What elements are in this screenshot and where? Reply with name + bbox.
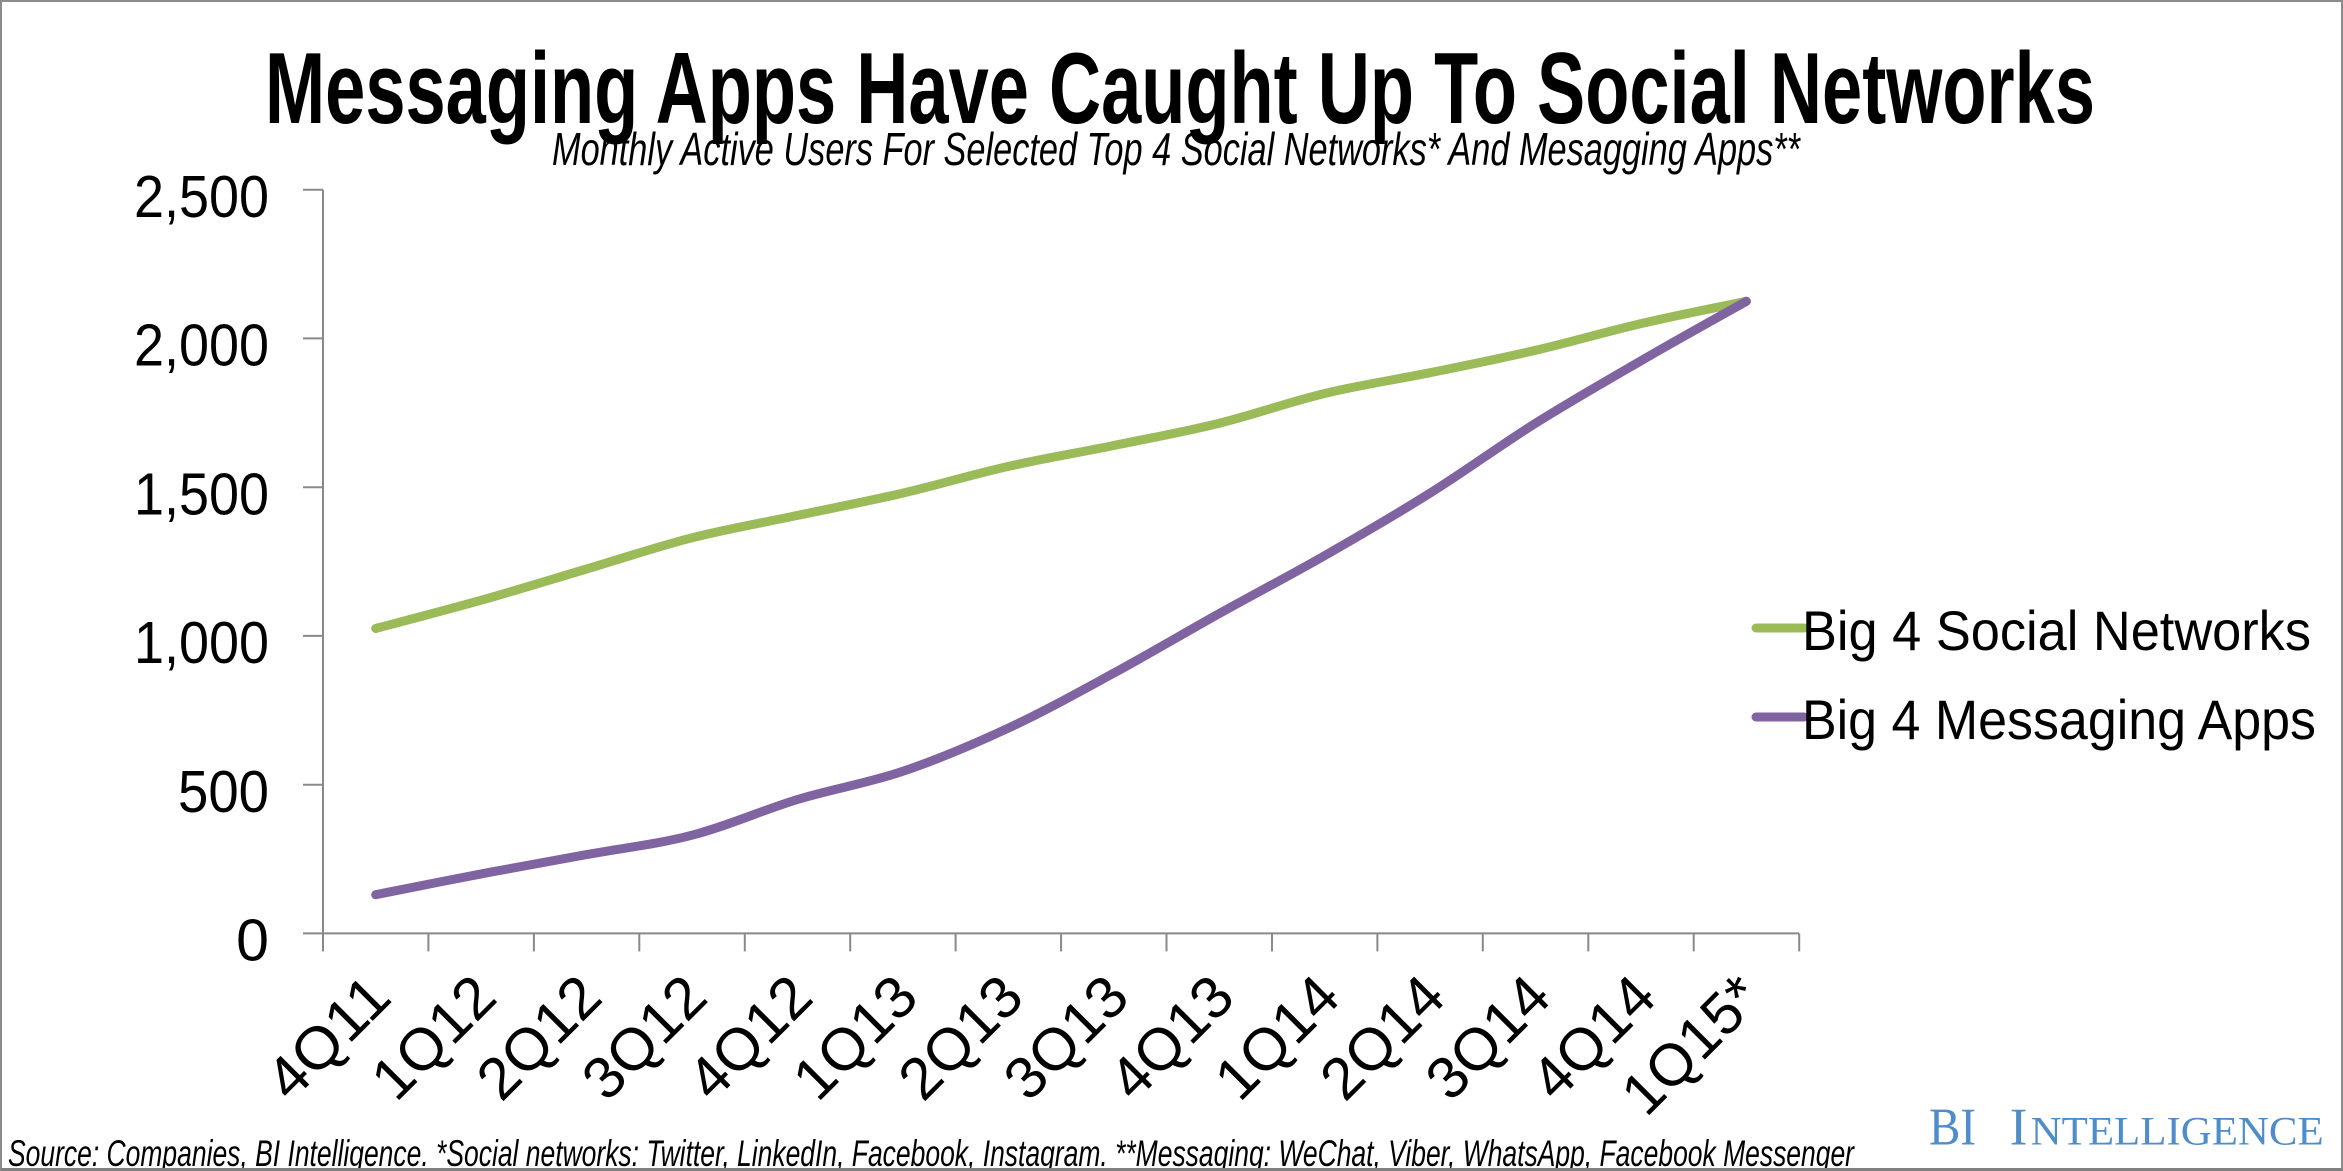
svg-text:Monthly Active Users For Selec: Monthly Active Users For Selected Top 4 … [552, 123, 1801, 175]
svg-text:I: I [2010, 1099, 2028, 1157]
svg-text:2Q13: 2Q13 [886, 963, 1036, 1113]
svg-text:1,500: 1,500 [134, 461, 269, 527]
svg-text:Big 4 Social Networks: Big 4 Social Networks [1802, 599, 2311, 662]
svg-text:4Q11: 4Q11 [253, 963, 403, 1113]
svg-text:2Q14: 2Q14 [1307, 963, 1457, 1113]
svg-text:500: 500 [178, 759, 269, 825]
svg-text:1Q13: 1Q13 [780, 963, 930, 1113]
svg-text:4Q13: 4Q13 [1096, 963, 1246, 1113]
svg-text:Messaging Apps Have Caught Up: Messaging Apps Have Caught Up To Social … [265, 33, 2095, 145]
svg-text:2,500: 2,500 [134, 164, 269, 230]
svg-text:3Q14: 3Q14 [1413, 963, 1563, 1113]
svg-text:2,000: 2,000 [134, 313, 269, 379]
svg-text:0: 0 [236, 908, 269, 974]
svg-text:3Q13: 3Q13 [991, 963, 1141, 1113]
svg-text:4Q12: 4Q12 [675, 963, 825, 1113]
svg-text:1Q12: 1Q12 [358, 963, 508, 1113]
svg-text:Source: Companies, BI Intellig: Source: Companies, BI Intelligence. *Soc… [8, 1133, 1855, 1171]
svg-text:BI: BI [1929, 1099, 1976, 1157]
svg-text:2Q12: 2Q12 [464, 963, 614, 1113]
svg-text:Big 4 Messaging Apps: Big 4 Messaging Apps [1802, 688, 2316, 751]
svg-text:1,000: 1,000 [134, 610, 269, 676]
svg-text:1Q14: 1Q14 [1202, 963, 1352, 1113]
svg-text:NTELLIGENCE: NTELLIGENCE [2031, 1109, 2324, 1154]
svg-text:3Q12: 3Q12 [569, 963, 719, 1113]
